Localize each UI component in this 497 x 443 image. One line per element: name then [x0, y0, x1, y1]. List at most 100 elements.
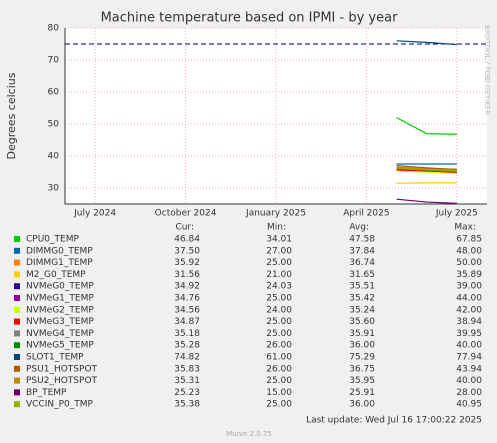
legend-swatch	[14, 389, 20, 396]
legend-stat: 35.83	[174, 364, 200, 374]
legend-stat: 26.00	[266, 364, 292, 374]
legend-label: BP_TEMP	[26, 388, 67, 398]
legend-stat: 36.75	[349, 364, 375, 374]
y-tick-label: 50	[48, 120, 60, 130]
y-tick-label: 40	[48, 152, 60, 162]
legend-stat: 26.00	[266, 341, 292, 351]
legend-stat: 46.84	[174, 235, 200, 245]
legend-swatch	[14, 401, 20, 408]
legend-stat: 34.56	[174, 305, 200, 315]
legend-stat: 36.74	[349, 258, 375, 268]
legend-swatch	[14, 259, 20, 266]
legend-stat: 39.00	[456, 282, 482, 292]
legend-header: Cur:	[175, 223, 194, 233]
legend-stat: 34.87	[174, 317, 200, 327]
y-tick-label: 30	[48, 184, 60, 194]
legend-label: VCCIN_P0_TMP	[26, 400, 94, 410]
legend-swatch	[14, 354, 20, 360]
series-line	[396, 117, 457, 135]
legend-stat: 25.00	[266, 317, 292, 327]
legend-stat: 35.28	[174, 341, 200, 351]
legend-label: M2_G0_TEMP	[26, 270, 86, 280]
legend-stat: 75.29	[349, 353, 375, 363]
legend-stat: 25.23	[174, 388, 200, 398]
legend-label: PSU2_HOTSPOT	[26, 376, 98, 386]
legend-stat: 35.95	[349, 376, 375, 386]
legend-stat: 77.94	[456, 353, 482, 363]
legend-stat: 21.00	[266, 270, 292, 280]
y-tick-label: 80	[48, 24, 60, 34]
legend-stat: 31.65	[349, 270, 375, 280]
series-line	[396, 165, 457, 171]
legend-stat: 25.00	[266, 376, 292, 386]
legend-stat: 35.92	[174, 258, 200, 268]
legend-stat: 35.60	[349, 317, 375, 327]
legend-stat: 25.00	[266, 400, 292, 410]
series-line	[396, 167, 457, 172]
x-tick-label: July 2025	[435, 209, 478, 219]
legend-stat: 43.94	[456, 364, 482, 374]
y-axis-label: Degrees celcius	[5, 72, 18, 159]
legend-stat: 38.94	[456, 317, 482, 327]
legend-stat: 24.00	[266, 305, 292, 315]
legend-stat: 40.95	[456, 400, 482, 410]
legend-stat: 25.00	[266, 329, 292, 339]
legend-swatch	[14, 295, 20, 301]
y-tick-label: 70	[48, 56, 60, 66]
legend-stat: 34.92	[174, 282, 200, 292]
last-update: Last update: Wed Jul 16 17:00:22 2025	[306, 416, 482, 426]
legend-stat: 28.00	[456, 388, 482, 398]
legend-stat: 36.00	[349, 341, 375, 351]
legend-stat: 15.00	[266, 388, 292, 398]
legend-stat: 24.03	[266, 282, 292, 292]
legend-stat: 35.51	[349, 282, 375, 292]
legend-swatch	[14, 342, 20, 349]
legend-label: PSU1_HOTSPOT	[26, 364, 98, 374]
legend-stat: 35.24	[349, 305, 375, 315]
legend-stat: 31.56	[174, 270, 200, 280]
legend-stat: 25.91	[349, 388, 375, 398]
legend-label: SLOT1_TEMP	[26, 353, 84, 363]
legend-swatch	[14, 318, 20, 325]
legend-stat: 35.38	[174, 400, 200, 410]
legend-stat: 37.50	[174, 246, 200, 256]
legend-stat: 35.31	[174, 376, 200, 386]
series-line	[396, 198, 457, 204]
legend-stat: 25.00	[266, 258, 292, 268]
legend-stat: 47.58	[349, 235, 375, 245]
legend-swatch	[14, 271, 20, 278]
legend-stat: 35.42	[349, 294, 375, 304]
legend-stat: 35.91	[349, 329, 375, 339]
legend-label: DIMMG0_TEMP	[26, 246, 93, 256]
legend-header: Max:	[454, 223, 476, 233]
series-line	[396, 40, 457, 46]
legend-label: CPU0_TEMP	[26, 235, 79, 245]
legend-stat: 67.85	[456, 235, 482, 245]
legend-stat: 40.00	[456, 341, 482, 351]
legend-label: NVMeG2_TEMP	[26, 305, 94, 315]
legend-label: NVMeG3_TEMP	[26, 317, 94, 327]
legend-swatch	[14, 330, 20, 337]
y-tick-label: 60	[48, 88, 60, 98]
legend-swatch	[14, 306, 20, 313]
legend-stat: 74.82	[174, 353, 200, 363]
legend-swatch	[14, 247, 20, 254]
legend-header: Avg:	[349, 223, 369, 233]
x-tick-label: April 2025	[343, 209, 389, 219]
legend-stat: 40.00	[456, 376, 482, 386]
x-tick-label: January 2025	[245, 209, 306, 219]
legend-stat: 34.01	[266, 235, 292, 245]
legend-swatch	[14, 365, 20, 372]
series-line	[396, 170, 457, 174]
side-label: RRDTOOL / TOBI OETIKER	[483, 25, 491, 115]
legend-header: Min:	[267, 223, 286, 233]
footer: Munin 2.0.75	[226, 430, 272, 438]
legend-stat: 34.76	[174, 294, 200, 304]
legend-stat: 36.00	[349, 400, 375, 410]
legend-label: DIMMG1_TEMP	[26, 258, 93, 268]
legend-stat: 35.18	[174, 329, 200, 339]
legend-swatch	[14, 236, 20, 242]
legend-stat: 39.95	[456, 329, 482, 339]
legend-stat: 44.00	[456, 294, 482, 304]
